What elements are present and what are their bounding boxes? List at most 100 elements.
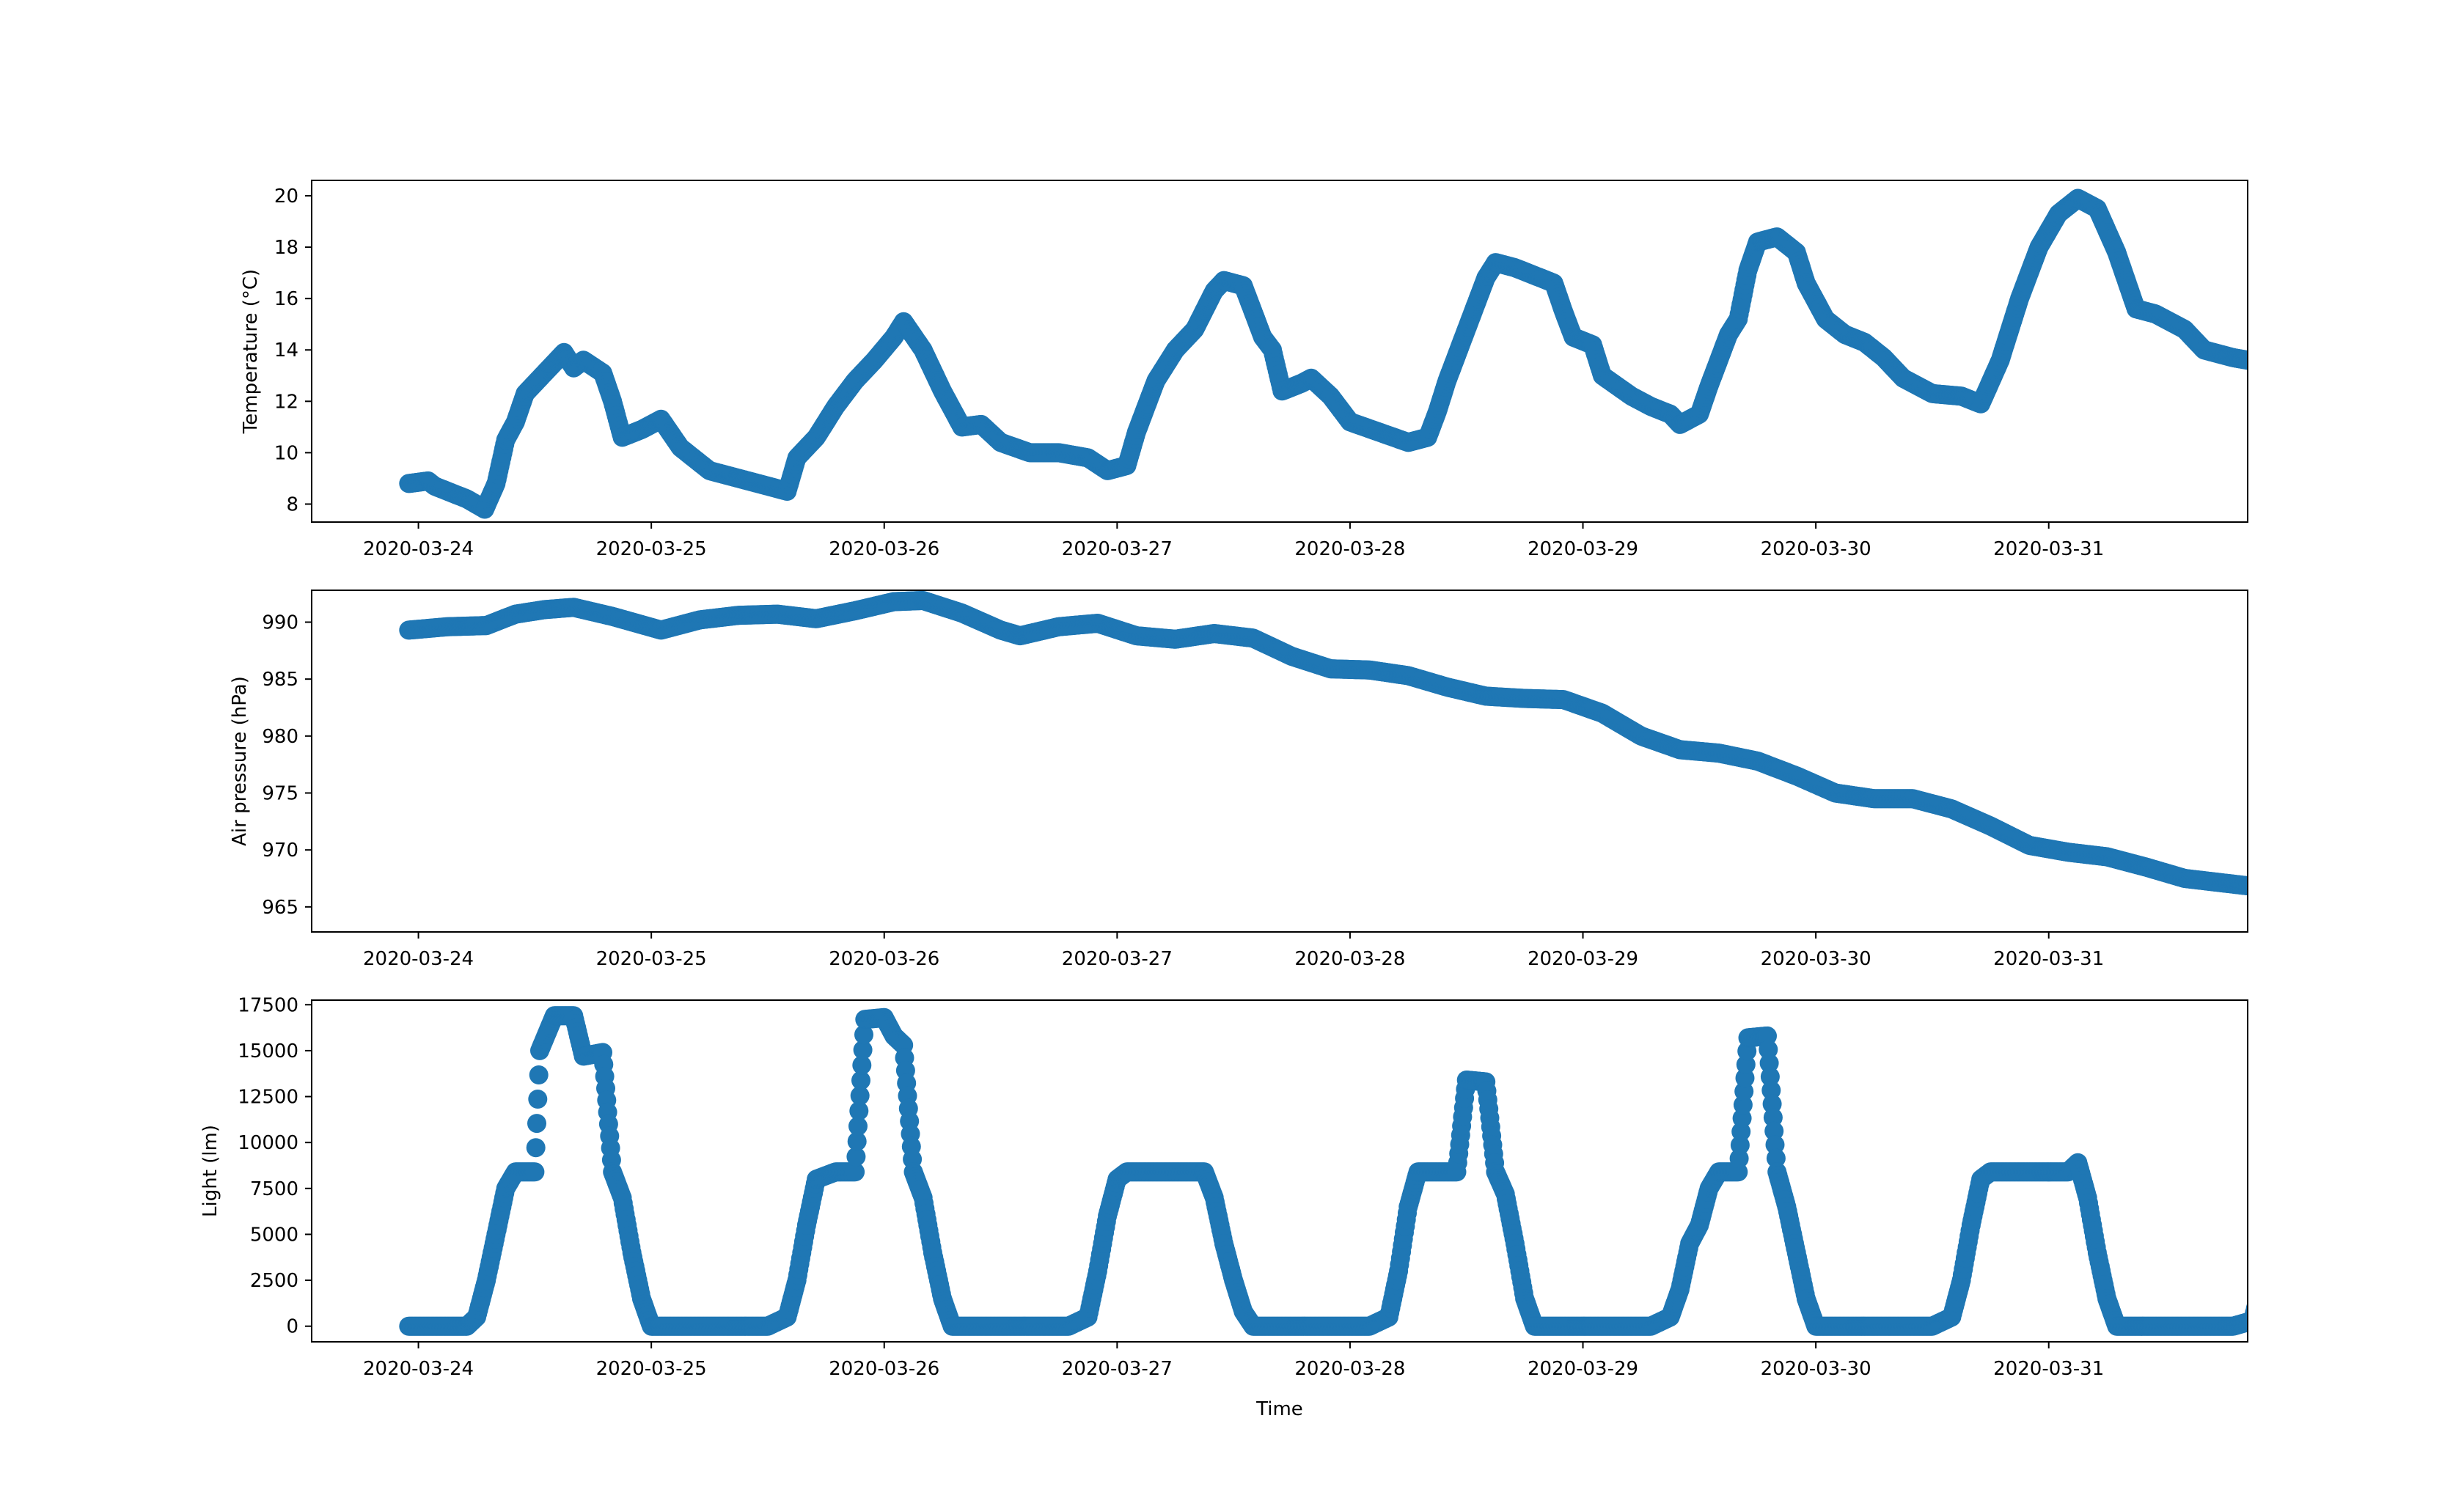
y-tick-label: 20 <box>274 186 298 208</box>
data-point <box>2457 903 2464 922</box>
data-point <box>2432 370 2452 389</box>
data-point <box>2316 298 2335 317</box>
data-point <box>2260 356 2279 375</box>
data-point <box>2449 378 2464 397</box>
data-point <box>2318 293 2337 312</box>
data-point <box>2339 272 2358 291</box>
data-point <box>2277 878 2296 897</box>
data-point <box>2302 880 2321 899</box>
data-point <box>2452 905 2464 924</box>
data-point <box>2350 275 2369 294</box>
data-point <box>2389 337 2408 356</box>
data-point <box>2262 878 2281 897</box>
data-point <box>2460 389 2464 408</box>
data-point <box>2405 355 2424 374</box>
data-point <box>2262 356 2281 375</box>
data-point <box>2388 898 2407 917</box>
data-point <box>2345 887 2364 906</box>
data-point <box>2461 903 2464 922</box>
data-point <box>2385 317 2404 336</box>
data-point <box>2328 279 2347 298</box>
data-point <box>2431 370 2450 389</box>
data-point <box>2359 279 2378 298</box>
data-point <box>2370 895 2389 914</box>
data-point <box>2430 904 2449 923</box>
data-point <box>2413 903 2432 922</box>
data-point <box>2253 878 2272 897</box>
data-point <box>2397 348 2416 367</box>
data-point <box>2366 893 2386 912</box>
data-point <box>2389 899 2408 918</box>
data-point <box>2402 902 2421 921</box>
data-point <box>2265 878 2284 897</box>
data-point <box>2298 880 2317 899</box>
data-point <box>2331 883 2350 902</box>
data-point <box>2328 279 2347 298</box>
data-point <box>2293 351 2312 370</box>
data-point <box>2276 878 2295 897</box>
data-point <box>2422 904 2441 923</box>
data-point <box>2428 368 2447 387</box>
data-point <box>2428 904 2447 923</box>
data-point <box>2361 892 2380 911</box>
data-point <box>2313 881 2332 900</box>
pressure-chart: 2020-03-24 2020-03-25 2020-03-26 2020-03-27… <box>229 590 2464 970</box>
data-point <box>2259 356 2278 375</box>
data-point <box>2324 882 2343 901</box>
data-point <box>2447 376 2464 395</box>
data-point <box>2440 905 2459 924</box>
data-point <box>2391 340 2410 359</box>
data-point <box>2407 356 2426 375</box>
data-point <box>2284 361 2303 381</box>
data-point <box>2460 388 2464 407</box>
data-point <box>2291 879 2310 898</box>
data-point <box>2283 362 2302 381</box>
data-point <box>2400 352 2419 371</box>
data-point <box>2440 373 2459 392</box>
data-point <box>2302 340 2321 359</box>
data-point <box>2324 282 2343 301</box>
data-point <box>2409 903 2428 922</box>
data-point <box>2353 276 2372 295</box>
data-point <box>2325 282 2344 301</box>
data-point <box>2441 374 2460 393</box>
data-point <box>2317 295 2336 315</box>
data-point <box>2376 287 2395 306</box>
data-point <box>2421 904 2440 923</box>
data-point <box>2279 362 2298 381</box>
y-tick-label: 8 <box>286 493 298 515</box>
data-point <box>2298 346 2317 365</box>
data-point <box>2430 369 2449 388</box>
data-point <box>2320 881 2339 900</box>
data-point <box>2460 903 2464 922</box>
data-point <box>2413 360 2432 379</box>
data-point <box>2369 894 2388 913</box>
data-point <box>2424 904 2443 923</box>
data-point <box>2251 878 2270 897</box>
data-point <box>2340 886 2359 905</box>
data-point <box>2248 878 2267 897</box>
data-point <box>2442 905 2461 924</box>
data-point <box>2420 904 2439 923</box>
temperature-series <box>399 188 2464 519</box>
x-tick-label: 2020-03-26 <box>829 538 939 560</box>
data-point <box>2332 883 2351 902</box>
data-point <box>2336 273 2355 293</box>
data-point <box>2328 882 2347 901</box>
data-point <box>2292 879 2311 898</box>
data-point <box>2457 386 2464 405</box>
data-point <box>2377 896 2396 915</box>
data-point <box>2403 902 2422 921</box>
data-point <box>2309 881 2328 900</box>
data-point <box>2292 353 2311 372</box>
data-point <box>2392 342 2411 361</box>
data-point <box>2358 891 2377 910</box>
data-point <box>2443 905 2462 924</box>
data-point <box>2374 287 2393 306</box>
data-point <box>2258 355 2277 374</box>
data-point <box>2373 895 2392 914</box>
data-point <box>2427 904 2446 923</box>
data-point <box>2362 280 2381 299</box>
data-point <box>2266 358 2285 377</box>
data-point <box>2387 898 2406 917</box>
